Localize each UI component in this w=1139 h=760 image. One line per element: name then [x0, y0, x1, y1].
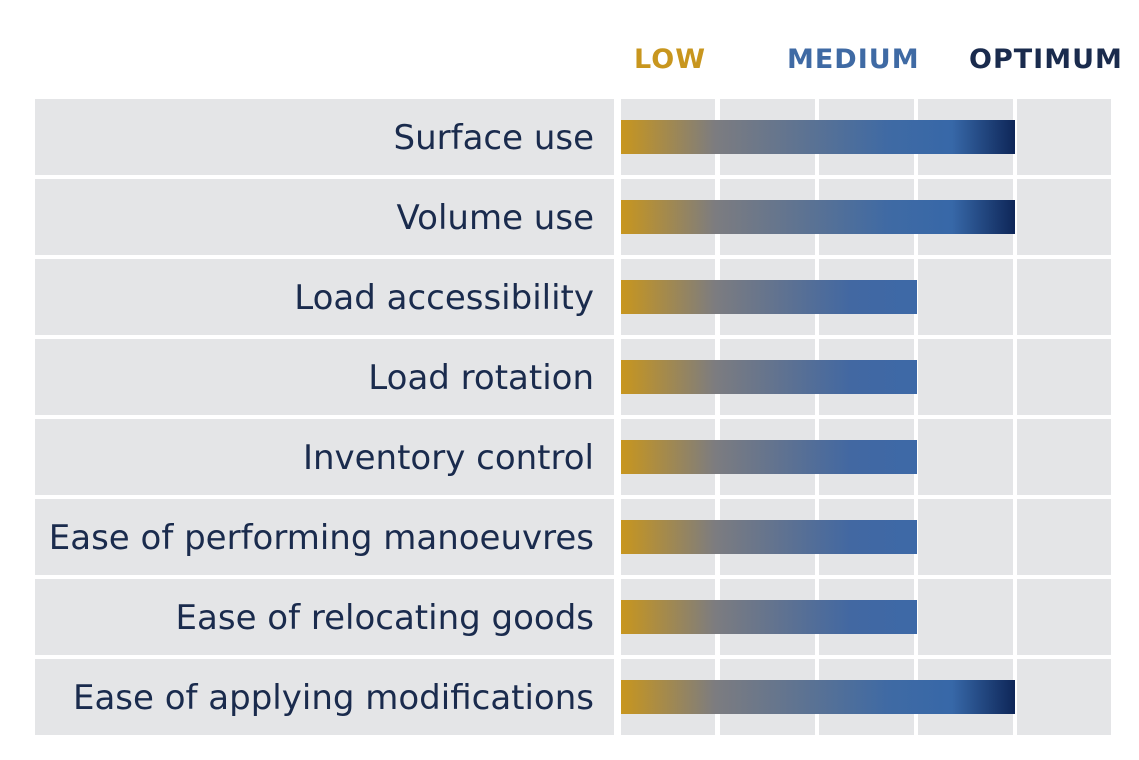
legend-optimum-label: OPTIMUM: [969, 44, 1123, 75]
category-label-background: [35, 99, 614, 175]
rating-bar: [621, 200, 1015, 234]
category-label-background: [35, 579, 614, 655]
grid-cell: [918, 579, 1013, 655]
grid-cell: [918, 419, 1013, 495]
grid-cell: [1017, 499, 1111, 575]
rating-bar: [621, 680, 1015, 714]
chart-row: Load rotation: [35, 339, 1111, 415]
chart-row: Ease of applying modifications: [35, 659, 1111, 735]
category-label-background: [35, 419, 614, 495]
category-label: Ease of applying modifications: [73, 678, 594, 718]
chart-rows: Surface use Volume use Load accessibility L…: [35, 99, 1111, 735]
grid-cell: [918, 339, 1013, 415]
grid-cell: [1017, 99, 1111, 175]
grid-cell: [1017, 339, 1111, 415]
grid-cell: [1017, 579, 1111, 655]
chart-row: Inventory control: [35, 419, 1111, 495]
legend-medium-label: MEDIUM: [787, 44, 920, 75]
chart-row: Surface use: [35, 99, 1111, 175]
category-label: Inventory control: [303, 438, 594, 478]
category-label-background: [35, 659, 614, 735]
category-label: Load rotation: [368, 358, 594, 398]
rating-bar: [621, 520, 917, 554]
legend-low-label: LOW: [634, 44, 706, 75]
chart-row: Ease of relocating goods: [35, 579, 1111, 655]
category-label-background: [35, 179, 614, 255]
grid-cell: [1017, 179, 1111, 255]
category-label: Surface use: [393, 118, 594, 158]
rating-bar: [621, 360, 917, 394]
category-label-background: [35, 339, 614, 415]
chart-row: Volume use: [35, 179, 1111, 255]
rating-bar: [621, 440, 917, 474]
rating-bar: [621, 600, 917, 634]
category-label-background: [35, 499, 614, 575]
chart-row: Load accessibility: [35, 259, 1111, 335]
category-label: Ease of performing manoeuvres: [49, 518, 594, 558]
grid-cell: [918, 499, 1013, 575]
grid-cell: [1017, 259, 1111, 335]
category-label-background: [35, 259, 614, 335]
grid-cell: [1017, 419, 1111, 495]
grid-cell: [1017, 659, 1111, 735]
rating-bar: [621, 280, 917, 314]
category-label: Volume use: [397, 198, 594, 238]
grid-cell: [918, 259, 1013, 335]
category-label: Load accessibility: [294, 278, 594, 318]
chart-row: Ease of performing manoeuvres: [35, 499, 1111, 575]
rating-bar: [621, 120, 1015, 154]
category-label: Ease of relocating goods: [176, 598, 594, 638]
